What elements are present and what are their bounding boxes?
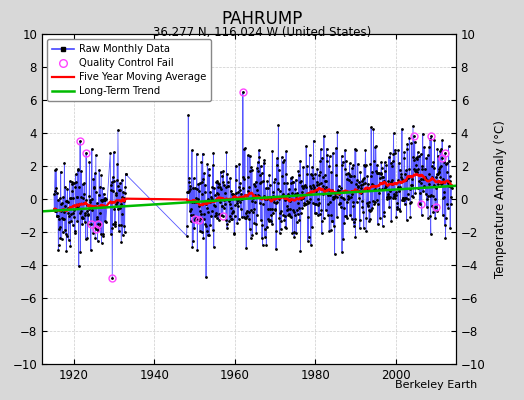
Text: 36.277 N, 116.024 W (United States): 36.277 N, 116.024 W (United States) — [153, 26, 371, 39]
Y-axis label: Temperature Anomaly (°C): Temperature Anomaly (°C) — [494, 120, 507, 278]
Text: Berkeley Earth: Berkeley Earth — [395, 380, 477, 390]
Legend: Raw Monthly Data, Quality Control Fail, Five Year Moving Average, Long-Term Tren: Raw Monthly Data, Quality Control Fail, … — [47, 39, 211, 101]
Text: PAHRUMP: PAHRUMP — [221, 10, 303, 28]
